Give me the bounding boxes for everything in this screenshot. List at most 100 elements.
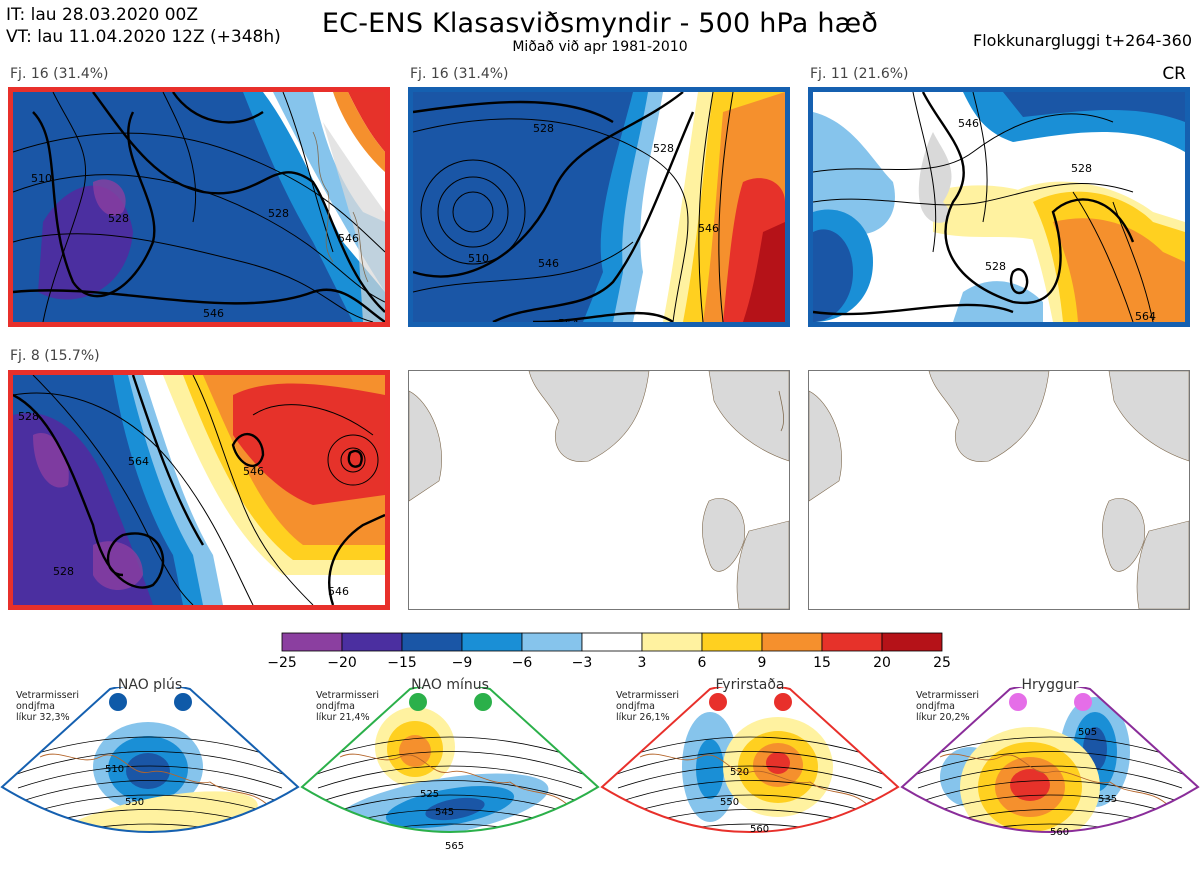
regime-sector-map: 510 550: [0, 687, 300, 833]
cluster-map-1: 510 528 528 546 546 564: [8, 87, 390, 327]
regime-marker-dot: [474, 693, 492, 711]
colorbar-swatch: [761, 632, 823, 652]
panel-2-label: Fj. 16 (31.4%): [410, 66, 509, 82]
regime-note: Vetrarmisseri ondjfma líkur 32,3%: [16, 690, 79, 723]
colorbar-tick-label: −20: [327, 655, 357, 671]
colorbar-swatch: [521, 632, 583, 652]
regime-name: Hryggur: [1021, 677, 1079, 693]
regime-note: Vetrarmisseri ondjfma líkur 26,1%: [616, 690, 679, 723]
regime-note-line: líkur 26,1%: [616, 712, 670, 723]
empty-map-5: [408, 370, 790, 610]
contour-label: 546: [338, 232, 359, 245]
regime-contour-label: 545: [435, 807, 454, 818]
colorbar-tick-label: 9: [757, 655, 767, 671]
regime-contour-label: 550: [125, 797, 144, 808]
regime-note-line: Vetrarmisseri: [16, 690, 79, 701]
regime-note-line: ondjfma: [916, 701, 955, 712]
page-title: EC-ENS Klasasviðsmyndir - 500 hPa hæð: [321, 8, 879, 39]
colorbar-swatch: [701, 632, 763, 652]
regime-contour-label: 510: [105, 764, 124, 775]
panel-4-label: Fj. 8 (15.7%): [10, 348, 100, 364]
regime-name: NAO mínus: [411, 677, 489, 693]
colorbar-tick-label: −9: [451, 655, 473, 671]
contour-label: 564: [558, 317, 579, 322]
page-subtitle: Miðað við apr 1981-2010: [512, 39, 688, 55]
regime-contour-label: 525: [420, 789, 439, 800]
colorbar-swatch: [461, 632, 523, 652]
colorbar-swatch: [821, 632, 883, 652]
colorbar-tick-label: −15: [387, 655, 417, 671]
contour-label: 528: [533, 122, 554, 135]
contour-label: 528: [985, 260, 1006, 273]
colorbar-tick-label: −3: [571, 655, 593, 671]
regime-marker-dot: [774, 693, 792, 711]
colorbar-tick-label: 25: [933, 655, 951, 671]
regime-note: Vetrarmisseri ondjfma líkur 20,2%: [916, 690, 979, 723]
contour-label: 528: [18, 410, 39, 423]
empty-map-6: [808, 370, 1190, 610]
colorbar-tick-label: 20: [873, 655, 891, 671]
contour-label: 528: [268, 207, 289, 220]
valid-time: VT: lau 11.04.2020 12Z (+348h): [6, 27, 281, 47]
regime-note-line: ondjfma: [16, 701, 55, 712]
cluster-map-3: 546 528 528 564: [808, 87, 1190, 327]
regime-contour-label: 565: [445, 841, 464, 852]
regime-note-line: Vetrarmisseri: [916, 690, 979, 701]
regime-note-line: Vetrarmisseri: [316, 690, 379, 701]
colorbar-swatch: [281, 632, 343, 652]
colorbar-tick-label: −6: [511, 655, 533, 671]
contour-label: 546: [203, 307, 224, 320]
contour-label: 546: [698, 222, 719, 235]
regime-name: Fyrirstaða: [715, 677, 785, 693]
colorbar-swatch: [341, 632, 403, 652]
regime-note-line: Vetrarmisseri: [616, 690, 679, 701]
panel-1-label: Fj. 16 (31.4%): [10, 66, 109, 82]
regime-name: NAO plús: [117, 677, 183, 693]
colorbar-swatch: [881, 632, 943, 652]
regime-contour-label: 560: [1050, 827, 1069, 838]
regime-note: Vetrarmisseri ondjfma líkur 21,4%: [316, 690, 379, 723]
colorbar-swatch: [641, 632, 703, 652]
contour-label: 546: [243, 465, 264, 478]
regime-marker-dot: [1009, 693, 1027, 711]
regime-contour-label: 560: [750, 824, 769, 835]
regime-note-line: líkur 21,4%: [316, 712, 370, 723]
regime-note-line: líkur 20,2%: [916, 712, 970, 723]
regime-marker-dot: [1074, 693, 1092, 711]
cluster-map-4: 528 528 546 564 546: [8, 370, 390, 610]
regime-contour-label: 505: [1078, 727, 1097, 738]
contour-label: 564: [1135, 310, 1156, 322]
regime-contour-label: 550: [720, 797, 739, 808]
panel-3-label: Fj. 11 (21.6%): [810, 66, 909, 82]
window-label: Flokkunargluggi t+264-360: [973, 31, 1192, 50]
regime-sector-map: 525 545 565: [300, 687, 600, 852]
regime-marker-dot: [109, 693, 127, 711]
colorbar-tick-label: 15: [813, 655, 831, 671]
header-times: IT: lau 28.03.2020 00Z VT: lau 11.04.202…: [6, 4, 281, 48]
contour-label: 564: [128, 455, 149, 468]
contour-label: 546: [538, 257, 559, 270]
regime-contour-label: 535: [1098, 794, 1117, 805]
regime-note-line: ondjfma: [616, 701, 655, 712]
contour-label: 528: [108, 212, 129, 225]
colorbar: [281, 632, 943, 652]
colorbar-tick-label: 3: [637, 655, 647, 671]
contour-label: 510: [468, 252, 489, 265]
contour-label: 546: [958, 117, 979, 130]
regime-note-line: ondjfma: [316, 701, 355, 712]
colorbar-tick-label: −25: [267, 655, 297, 671]
regime-marker-dot: [409, 693, 427, 711]
regime-marker-dot: [174, 693, 192, 711]
regime-note-line: líkur 32,3%: [16, 712, 70, 723]
regime-sector-map: 520 550 560: [600, 687, 900, 835]
contour-label: 528: [53, 565, 74, 578]
colorbar-swatch: [401, 632, 463, 652]
contour-label: 546: [328, 585, 349, 598]
contour-label: 528: [653, 142, 674, 155]
cluster-map-2: 528 510 528 546 546 564: [408, 87, 790, 327]
regime-contour-label: 520: [730, 767, 749, 778]
colorbar-swatch: [581, 632, 643, 652]
colorbar-tick-label: 6: [697, 655, 707, 671]
init-time: IT: lau 28.03.2020 00Z: [6, 5, 198, 25]
regime-sector-map: 505 535 560: [900, 687, 1200, 838]
